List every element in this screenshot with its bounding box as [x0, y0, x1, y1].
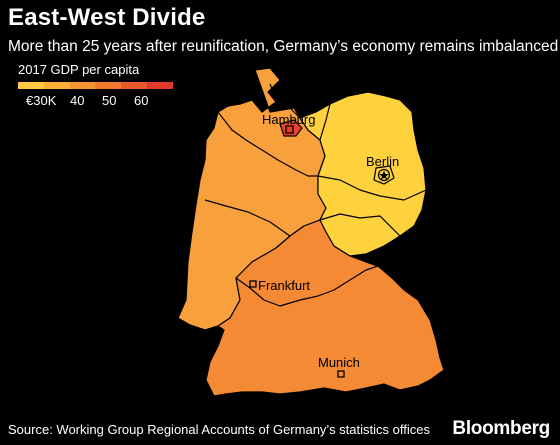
legend-label-50: 50: [102, 93, 117, 108]
page-subtitle: More than 25 years after reunification, …: [8, 38, 559, 55]
legend-swatch-4: [95, 82, 122, 89]
region-east-states: [299, 91, 427, 257]
legend-swatch-2: [43, 82, 70, 89]
frankfurt-marker-icon: [249, 280, 257, 288]
berlin-star-glyph: [379, 170, 389, 180]
city-frankfurt: Frankfurt: [249, 278, 310, 293]
munich-marker-icon: [337, 370, 345, 378]
legend-swatch-3: [69, 82, 96, 89]
legend-label-30k: €30K: [26, 93, 57, 108]
city-label-hamburg: Hamburg: [262, 112, 315, 127]
legend-swatch-5: [121, 82, 148, 89]
city-hamburg: Hamburg: [262, 112, 315, 134]
bloomberg-logo: Bloomberg: [452, 418, 550, 439]
legend-labels: €30K 40 50 60: [18, 93, 178, 109]
legend-label-40: 40: [70, 93, 85, 108]
city-label-munich: Munich: [318, 355, 360, 370]
legend-title: 2017 GDP per capita: [18, 62, 140, 77]
legend-swatch-6: [147, 82, 173, 89]
source-note: Source: Working Group Regional Accounts …: [8, 422, 430, 437]
legend-label-60: 60: [134, 93, 149, 108]
legend-swatch-1: [18, 82, 44, 89]
legend-color-bar: [18, 82, 173, 89]
berlin-star-icon: [377, 168, 391, 182]
page-title: East-West Divide: [8, 4, 206, 31]
city-berlin: Berlin: [366, 154, 399, 182]
city-label-berlin: Berlin: [366, 154, 399, 169]
state-borders: [204, 83, 427, 307]
hamburg-marker-icon: [285, 125, 294, 134]
city-label-frankfurt: Frankfurt: [258, 278, 310, 293]
city-munich: Munich: [318, 355, 360, 378]
